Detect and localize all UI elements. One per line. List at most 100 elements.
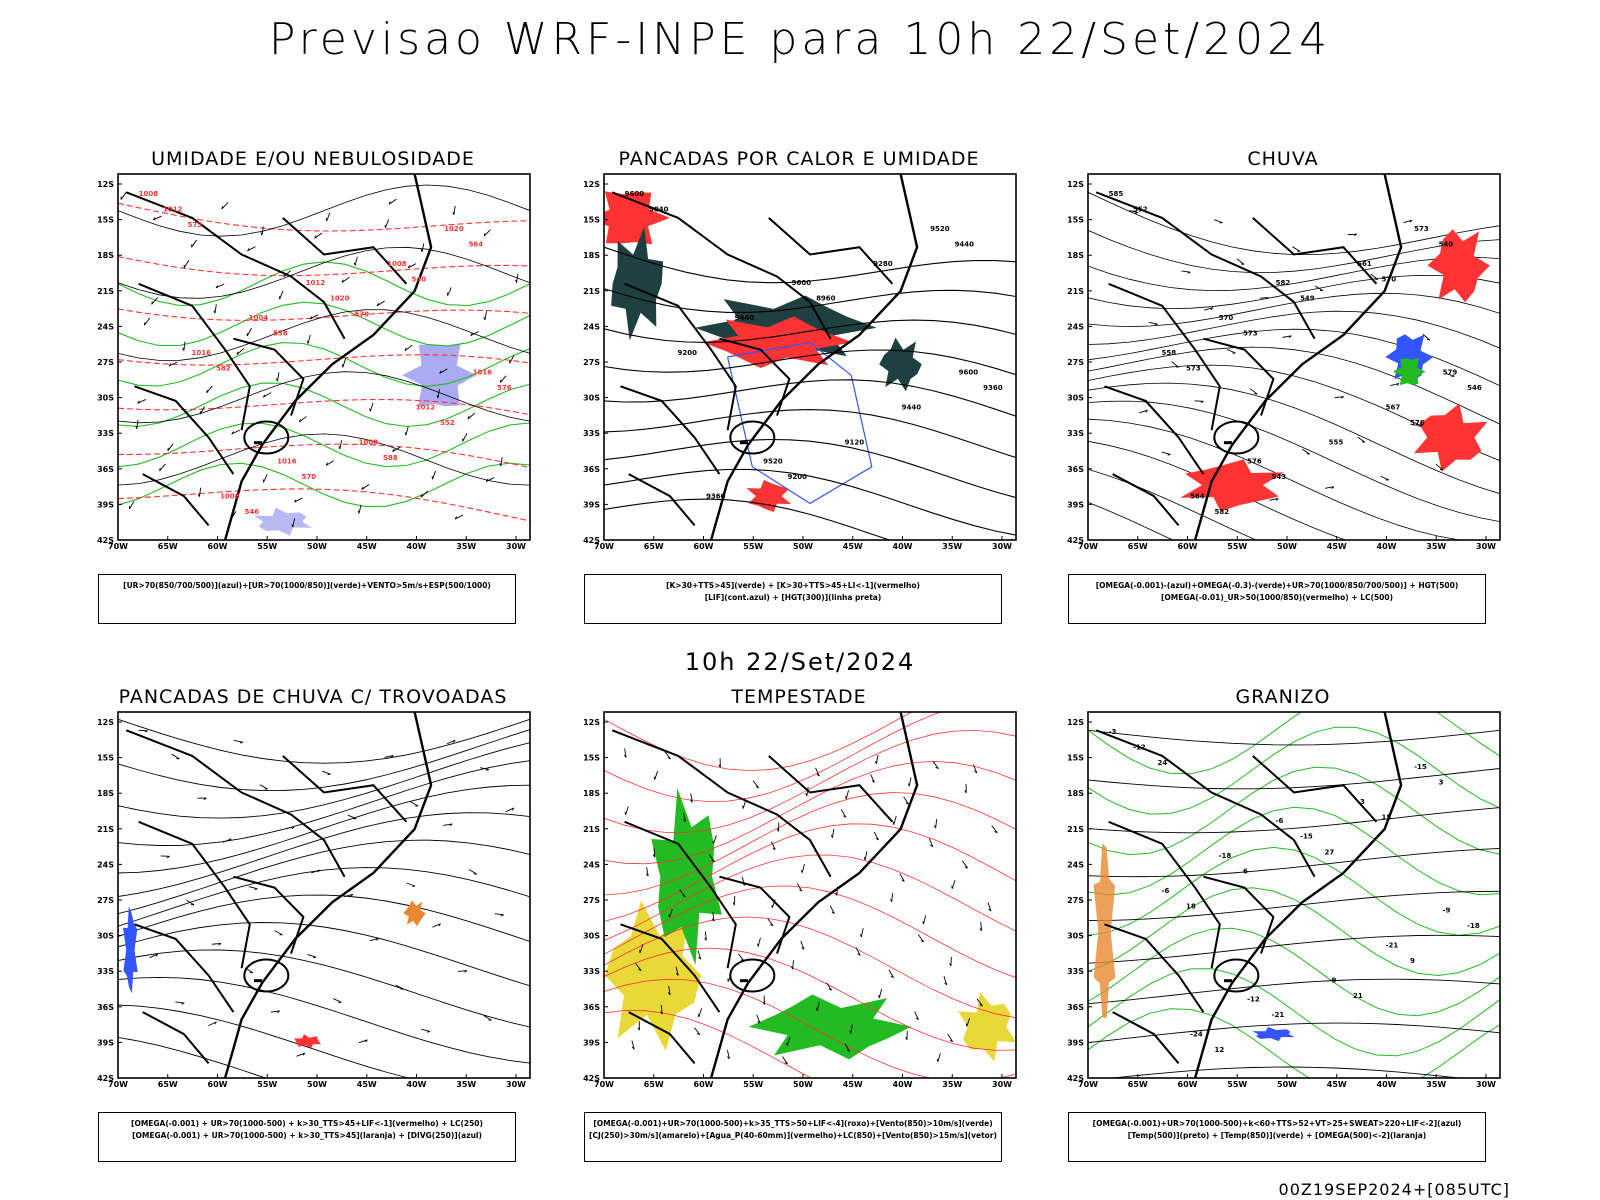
wind-vector — [712, 835, 717, 844]
humidity-low-contour — [118, 422, 530, 468]
uruguay-outline — [1213, 958, 1260, 993]
wind-vector — [1413, 424, 1423, 428]
legend-granizo: [OMEGA(-0.001)+UR>70(1000-500)+k<60+TTS>… — [1068, 1112, 1486, 1162]
contour-label: 24 — [1157, 759, 1167, 767]
lon-tick-label: 45W — [843, 1080, 863, 1089]
main-title: Previsao WRF-INPE para 10h 22/Set/2024 — [268, 14, 1332, 65]
wind-vector — [384, 755, 394, 758]
legend-line: [OMEGA(-0.001) + UR>70(1000-500) + k>30_… — [131, 1119, 483, 1128]
lon-tick-label: 40W — [1377, 1080, 1397, 1089]
wind-vector — [248, 886, 258, 890]
wind-vector — [961, 860, 968, 869]
wind-vector — [1259, 297, 1269, 300]
lc-850-contour — [604, 854, 1016, 941]
lat-tick-label: 21S — [97, 287, 114, 296]
lat-tick-label: 15S — [583, 216, 600, 225]
contour-label: 1008 — [220, 493, 240, 501]
height-500-contour — [1088, 310, 1500, 349]
lat-tick-label: 39S — [97, 1038, 114, 1047]
wind-vector — [325, 460, 335, 466]
lat-tick-label: 39S — [583, 1038, 600, 1047]
wind-vector — [276, 372, 280, 382]
wind-vector — [653, 770, 659, 780]
wind-vector — [752, 780, 759, 789]
lon-tick-label: 50W — [1277, 1080, 1297, 1089]
lat-tick-label: 33S — [1067, 429, 1084, 438]
map-pancadas-calor: 9600 9600 9600 9520 9520 9440 9440 9360 9280 9200… — [583, 173, 1017, 551]
wind-vector — [878, 989, 883, 998]
instability-red — [746, 480, 792, 512]
wind-vector — [922, 915, 927, 925]
thunder-red — [294, 1034, 322, 1049]
wind-vector — [307, 953, 317, 959]
lon-tick-label: 30W — [1476, 542, 1496, 551]
wind-vector — [1282, 335, 1292, 339]
lon-tick-label: 40W — [407, 542, 427, 551]
wind-vector — [1138, 409, 1148, 414]
lat-tick-label: 39S — [97, 500, 114, 509]
legend-line: [CJ(250)>30m/s](amarelo)+[Agua_P(40-60mm… — [589, 1131, 997, 1140]
wind-vector — [211, 942, 222, 946]
wind-vector — [1226, 349, 1236, 354]
wind-vector — [1249, 388, 1258, 395]
panel-pancadas-calor: PANCADAS POR CALOR E UMIDADE 9600 9600 960… — [564, 148, 1034, 628]
lon-tick-label: 30W — [992, 542, 1012, 551]
wind-vector — [182, 341, 186, 351]
wind-vector — [298, 416, 307, 423]
lagoa-mark — [253, 441, 262, 445]
humidity-low-contour — [118, 342, 530, 387]
lagoa-mark — [1223, 979, 1232, 983]
wind-vector — [160, 855, 170, 859]
instability-red — [604, 191, 670, 245]
lat-tick-label: 24S — [97, 860, 114, 869]
border-line — [142, 1011, 210, 1065]
lat-tick-label: 27S — [583, 896, 600, 905]
border-line — [282, 755, 408, 823]
height-500-contour — [1088, 274, 1500, 310]
lon-tick-label: 70W — [594, 542, 614, 551]
wind-vector — [987, 902, 992, 912]
map-layer: 1008 1012 1016 1016 1020 1004 1012 1008 1008 1016… — [118, 174, 530, 540]
wind-vector — [1347, 233, 1358, 237]
contour-label: 540 — [412, 275, 427, 283]
wind-vector — [446, 287, 452, 296]
lat-tick-label: 39S — [1067, 500, 1084, 509]
wind-vector — [446, 739, 456, 745]
omega-orange — [1093, 843, 1116, 1019]
border-line — [624, 282, 737, 431]
wind-vector — [467, 412, 476, 420]
height-300-contour — [604, 288, 1016, 313]
wind-vector — [903, 796, 909, 805]
humidity-low-contour — [118, 261, 530, 307]
contour-label: 18 — [1186, 903, 1196, 911]
humidity-low-contour — [118, 462, 530, 508]
wind-vector — [697, 1008, 703, 1018]
lat-tick-label: 36S — [1067, 1003, 1084, 1012]
lat-tick-label: 24S — [583, 860, 600, 869]
wind-vector — [826, 982, 832, 991]
lon-tick-label: 30W — [1476, 1080, 1496, 1089]
border-line — [1104, 385, 1205, 475]
lagoa-mark — [253, 979, 262, 983]
lon-tick-label: 35W — [1426, 1080, 1446, 1089]
lat-tick-label: 12S — [583, 718, 600, 727]
lat-tick-label: 39S — [583, 500, 600, 509]
lat-tick-label: 30S — [97, 394, 114, 403]
wind-vector — [369, 402, 374, 412]
height-500-contour — [1088, 418, 1463, 540]
lon-tick-label: 65W — [644, 542, 664, 551]
height-500-contour — [1088, 400, 1500, 522]
temp-850-contour — [1088, 887, 1500, 977]
pressure-contour — [118, 433, 530, 486]
wind-vector — [1171, 361, 1179, 368]
lat-tick-label: 24S — [1067, 860, 1084, 869]
wind-vector — [694, 1027, 701, 1036]
wind-vector — [369, 937, 379, 942]
wind-vector — [1194, 400, 1204, 403]
lat-tick-label: 33S — [97, 429, 114, 438]
contour-label: 9600 — [792, 279, 812, 287]
lon-tick-label: 70W — [594, 1080, 614, 1089]
lat-tick-label: 27S — [97, 896, 114, 905]
lat-tick-label: 21S — [583, 825, 600, 834]
